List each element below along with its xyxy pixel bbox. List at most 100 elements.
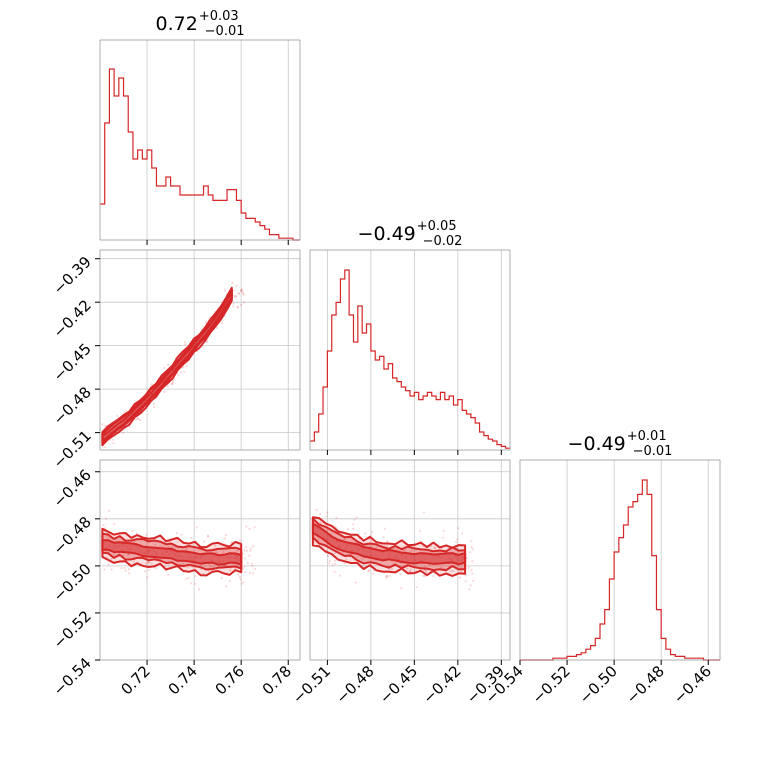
- scatter-point: [223, 537, 227, 540]
- scatter-point: [335, 516, 338, 520]
- scatter-point: [254, 567, 257, 571]
- scatter-point: [167, 573, 170, 576]
- scatter-point: [449, 570, 453, 573]
- hist-panel-3: −0.54 −0.52 −0.50 −0.48 −0.46 −0.49+0.01 −0.0…: [482, 429, 721, 707]
- scatter-point: [122, 431, 125, 435]
- title-d3-main: −0.49: [568, 433, 626, 455]
- title-d2-sub: −0.02: [423, 234, 463, 249]
- scatter-point: [127, 553, 130, 556]
- grid-d1: [146, 40, 289, 240]
- scatter-point: [214, 544, 217, 548]
- scatter-point: [403, 549, 406, 553]
- scatter-point: [246, 561, 250, 565]
- scatter-point: [249, 549, 252, 552]
- scatter-point: [468, 551, 472, 554]
- scatter-point: [207, 535, 210, 538]
- scatter-point: [195, 526, 198, 529]
- scatter-point: [315, 508, 318, 511]
- scatter-point: [369, 534, 372, 537]
- xticks-d1: [146, 240, 289, 245]
- scatter-point: [102, 523, 105, 527]
- scatter-point: [103, 425, 107, 428]
- grid-p31: [100, 460, 300, 660]
- scatter-point: [215, 326, 218, 330]
- title-d1-sup: +0.03: [199, 9, 239, 24]
- scatter-point: [148, 568, 151, 571]
- scatter-point: [147, 561, 151, 564]
- contour-level: [101, 291, 233, 442]
- axes-frame-d3: [519, 459, 721, 661]
- scatter-point: [418, 529, 422, 532]
- scatter-point: [120, 567, 123, 570]
- scatter-point: [234, 295, 237, 298]
- xtick-label: −0.42: [419, 662, 464, 707]
- scatter-point: [239, 578, 242, 581]
- scatter-point: [468, 588, 471, 591]
- scatter-point: [204, 321, 207, 324]
- scatter-point: [105, 555, 108, 559]
- scatter-point: [469, 584, 472, 587]
- scatter-point: [228, 569, 232, 572]
- scatter-point: [104, 527, 107, 530]
- scatter-point: [235, 284, 238, 287]
- title-d1-sub: −0.01: [205, 24, 245, 39]
- ytick-label: −0.54: [50, 654, 95, 699]
- scatter-point: [385, 545, 389, 548]
- scatter-point: [163, 366, 166, 370]
- scatter-point: [238, 575, 241, 578]
- scatter-point: [334, 562, 337, 566]
- contour-panel-32: −0.51−0.48−0.45−0.42−0.39: [289, 459, 511, 707]
- histogram-step-1: [100, 68, 300, 241]
- scatter-point: [423, 574, 426, 578]
- scatter-point: [184, 343, 187, 346]
- scatter-point: [238, 292, 241, 295]
- scatter-point: [248, 571, 251, 575]
- scatter-point: [125, 409, 128, 412]
- scatter-point: [342, 538, 346, 541]
- scatter-point: [240, 582, 243, 585]
- hist-panel-2: −0.49+0.05 −0.02: [309, 219, 511, 455]
- scatter-point: [428, 563, 431, 566]
- scatter-point: [222, 551, 225, 554]
- scatter-point: [243, 557, 247, 560]
- ytick-label: −0.46: [50, 466, 95, 511]
- xtick-label: 0.72: [118, 662, 154, 698]
- scatter-point: [352, 523, 355, 526]
- scatter-point: [150, 383, 153, 386]
- scatter-point: [347, 527, 350, 531]
- scatter-point: [240, 290, 243, 293]
- scatter-point: [239, 303, 243, 307]
- scatter-point: [225, 585, 228, 588]
- grid-p21: [100, 250, 300, 450]
- xtick-label: −0.45: [376, 662, 421, 707]
- scatter-point: [112, 442, 115, 445]
- scatter-point: [333, 570, 336, 573]
- axes-frame-d1: [99, 39, 301, 241]
- scatter-point: [128, 572, 131, 575]
- scatter-point: [107, 563, 110, 566]
- scatter-point: [101, 423, 104, 426]
- scatter-point: [242, 293, 245, 297]
- xtick-label: −0.48: [332, 662, 377, 707]
- scatter-point: [432, 574, 435, 578]
- scatter-point: [471, 560, 474, 563]
- axes-frame-p21: [99, 249, 301, 451]
- scatter-point: [144, 569, 147, 573]
- scatter-point: [388, 574, 391, 577]
- title-d3-sub: −0.01: [633, 444, 673, 459]
- scatter-point: [251, 545, 255, 548]
- contour-panel-21: −0.51−0.48−0.45−0.42−0.39: [50, 249, 301, 472]
- xtick-label: 0.76: [212, 662, 248, 698]
- scatter-point: [442, 529, 445, 532]
- scatter-point: [123, 411, 126, 414]
- scatter-point: [215, 551, 219, 554]
- scatter-point: [250, 562, 254, 565]
- scatter-point: [179, 371, 183, 374]
- scatter-point: [467, 566, 470, 569]
- scatter-point: [354, 581, 357, 584]
- scatter-point: [228, 579, 231, 583]
- scatter-point: [236, 549, 239, 552]
- scatter-point: [103, 446, 107, 449]
- xtick-label: −0.48: [623, 662, 668, 707]
- scatter-point: [104, 517, 108, 520]
